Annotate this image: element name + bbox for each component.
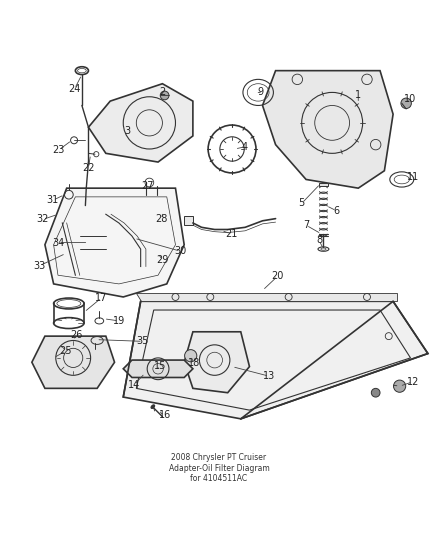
Circle shape	[185, 350, 197, 362]
Text: 6: 6	[333, 206, 339, 216]
Polygon shape	[88, 84, 193, 162]
Text: 24: 24	[68, 84, 81, 94]
Text: 15: 15	[154, 361, 166, 371]
Text: 28: 28	[155, 214, 168, 224]
Text: 14: 14	[128, 380, 140, 390]
Text: 4: 4	[242, 142, 248, 152]
Text: 13: 13	[263, 371, 275, 381]
Text: 29: 29	[156, 255, 169, 265]
Polygon shape	[32, 336, 115, 389]
Text: 3: 3	[124, 126, 131, 136]
Circle shape	[401, 98, 411, 109]
Circle shape	[371, 389, 380, 397]
Text: 16: 16	[159, 410, 171, 421]
Text: 12: 12	[406, 377, 419, 387]
Text: 2008 Chrysler PT Cruiser
Adapter-Oil Filter Diagram
for 4104511AC: 2008 Chrysler PT Cruiser Adapter-Oil Fil…	[169, 454, 269, 483]
Text: 31: 31	[46, 196, 59, 205]
Text: 32: 32	[36, 214, 49, 224]
Text: 23: 23	[53, 145, 65, 155]
Polygon shape	[45, 188, 184, 297]
Text: 17: 17	[95, 293, 108, 303]
Bar	[319, 182, 328, 186]
Text: 5: 5	[299, 198, 305, 208]
Text: 10: 10	[404, 94, 417, 104]
Text: 34: 34	[52, 238, 64, 247]
Text: 26: 26	[70, 330, 82, 340]
Bar	[184, 216, 193, 225]
Text: 19: 19	[113, 316, 125, 326]
Circle shape	[160, 91, 169, 100]
Polygon shape	[123, 360, 193, 377]
Text: 25: 25	[60, 346, 72, 356]
Text: 7: 7	[303, 220, 309, 230]
Ellipse shape	[151, 405, 155, 408]
Text: 2: 2	[159, 87, 166, 98]
Text: 1: 1	[355, 90, 361, 100]
Text: 27: 27	[141, 181, 153, 191]
Text: 33: 33	[34, 261, 46, 271]
Text: 11: 11	[406, 172, 419, 182]
Polygon shape	[184, 332, 250, 393]
Text: 18: 18	[187, 358, 200, 368]
Polygon shape	[136, 293, 397, 301]
Polygon shape	[123, 301, 428, 419]
Text: 9: 9	[257, 87, 263, 98]
Text: 8: 8	[316, 236, 322, 245]
Text: 30: 30	[175, 246, 187, 256]
Circle shape	[393, 380, 406, 392]
Text: 22: 22	[82, 163, 95, 173]
Text: 21: 21	[225, 229, 237, 239]
Polygon shape	[262, 71, 393, 188]
Text: 20: 20	[272, 271, 284, 281]
Text: 35: 35	[137, 336, 149, 346]
